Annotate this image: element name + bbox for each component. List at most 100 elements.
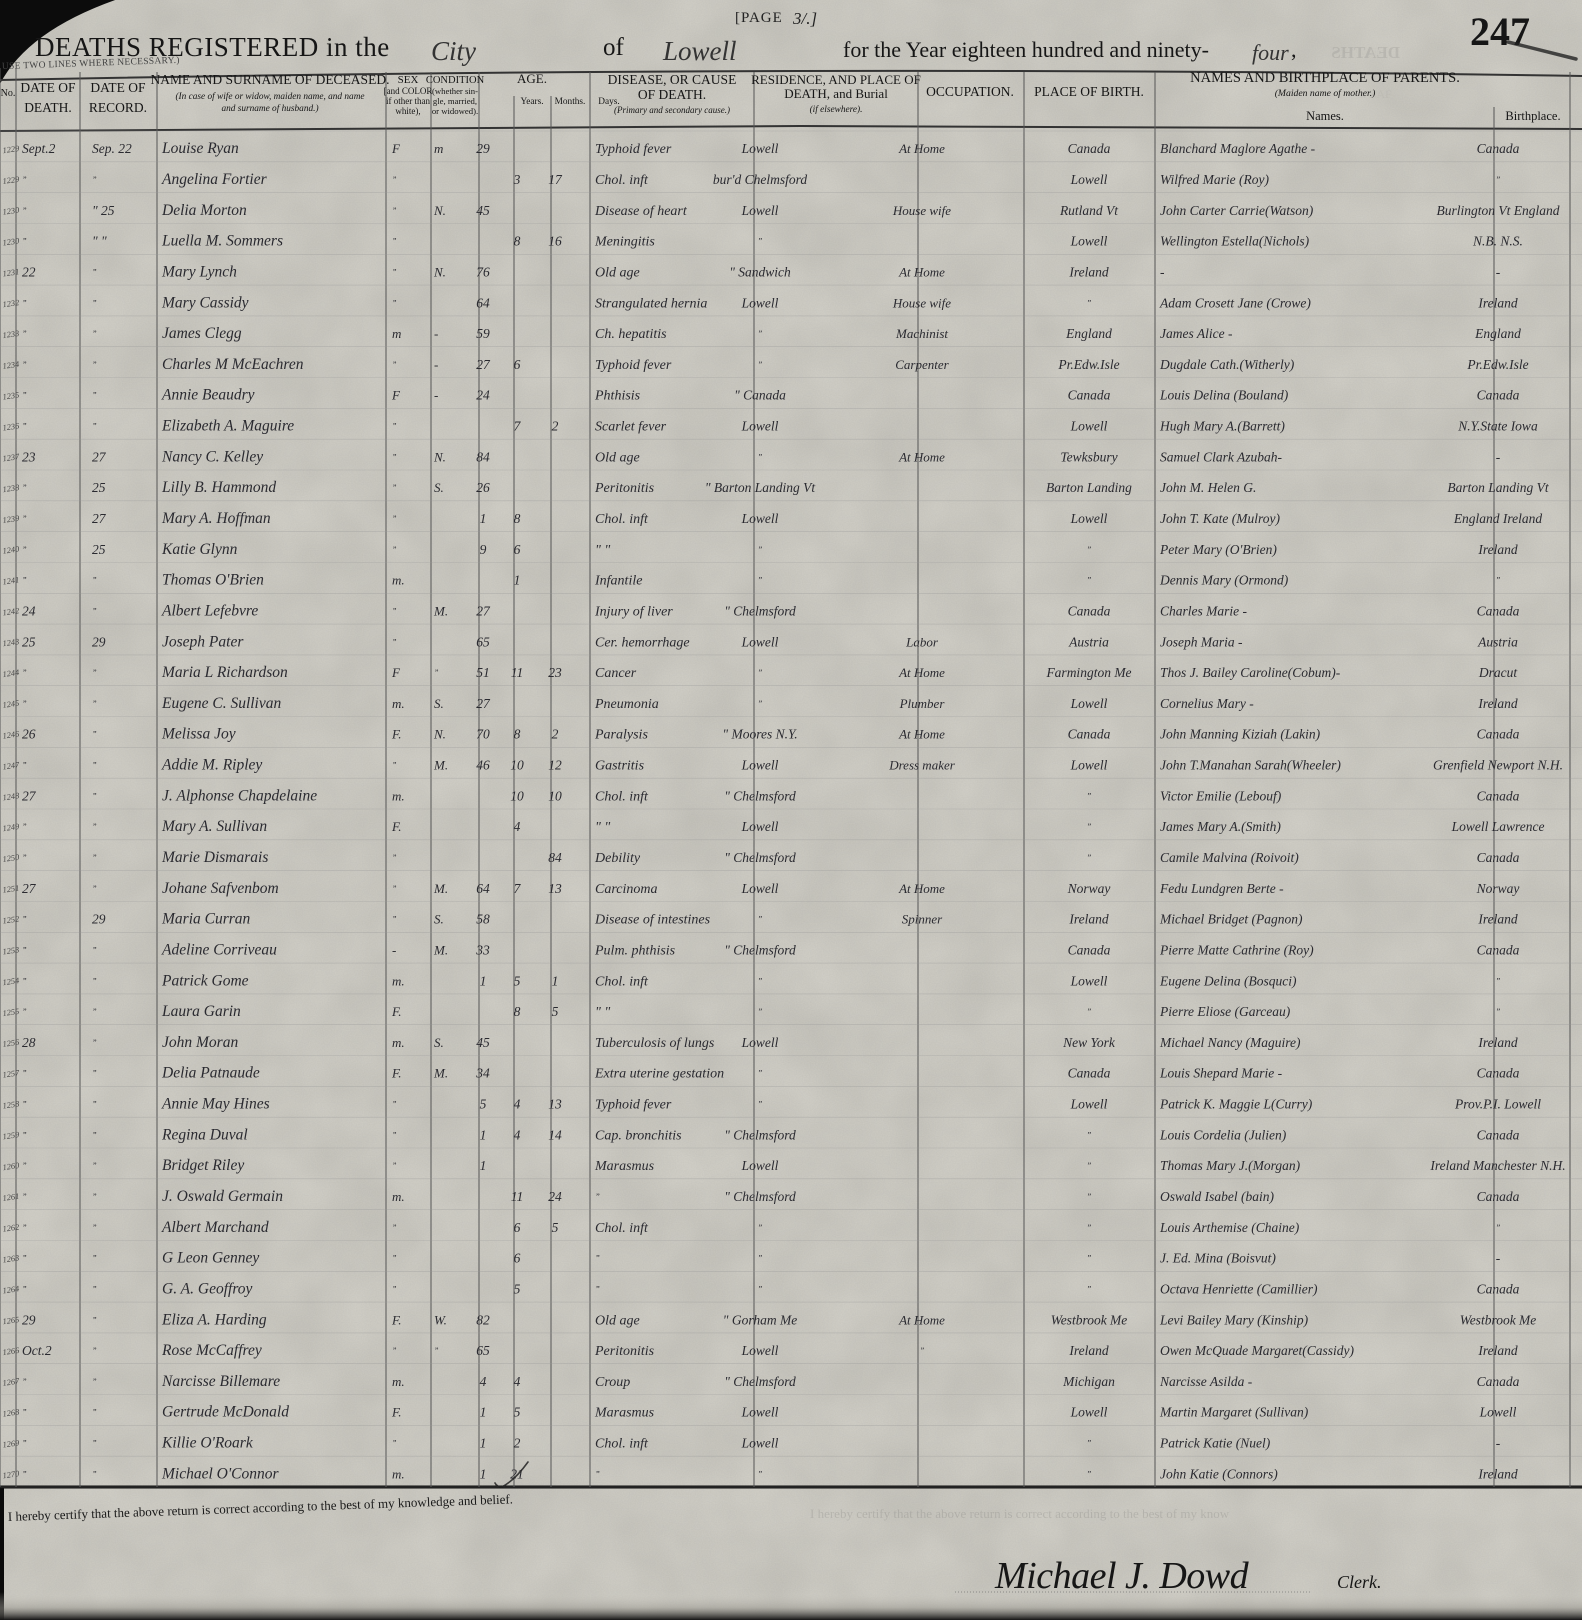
svg-text:House wife: House wife [892, 295, 951, 310]
svg-text:F.: F. [391, 727, 402, 742]
svg-text:”: ” [92, 730, 97, 739]
svg-text:Bridget Riley: Bridget Riley [162, 1157, 244, 1174]
svg-text:Tuberculosis of lungs: Tuberculosis of lungs [595, 1036, 715, 1051]
svg-text:Levi Bailey Mary (Kinship): Levi Bailey Mary (Kinship) [1159, 1312, 1309, 1327]
svg-text:Chol. inft: Chol. inft [595, 974, 649, 989]
svg-text:”: ” [22, 1408, 27, 1417]
svg-text:”: ” [392, 360, 397, 369]
svg-text:" ": " " [595, 820, 610, 835]
svg-text:-: - [1496, 449, 1501, 464]
svg-text:m.: m. [392, 696, 405, 711]
svg-text:Norway: Norway [1067, 881, 1111, 896]
svg-text:27: 27 [92, 449, 107, 464]
svg-text:10: 10 [548, 788, 562, 803]
svg-text:Patrick Gome: Patrick Gome [161, 972, 249, 989]
svg-text:F.: F. [391, 1312, 402, 1327]
svg-text:Lowell: Lowell [741, 819, 779, 834]
svg-text:”: ” [758, 668, 763, 677]
svg-text:Ireland: Ireland [1477, 912, 1517, 927]
svg-text:Marasmus: Marasmus [594, 1159, 655, 1174]
svg-text:m: m [434, 141, 443, 156]
svg-text:”: ” [1087, 1285, 1092, 1294]
svg-text:F: F [391, 388, 401, 403]
svg-text:Ireland Manchester N.H.: Ireland Manchester N.H. [1429, 1158, 1565, 1173]
svg-text:51: 51 [476, 665, 490, 680]
svg-text:-: - [434, 326, 438, 341]
svg-text:”: ” [92, 175, 97, 184]
svg-text:Lowell: Lowell [741, 295, 779, 310]
svg-text:M.: M. [433, 758, 448, 773]
svg-text:" ": " " [595, 1005, 610, 1020]
svg-text:”: ” [758, 1285, 763, 1294]
svg-text:Tewksbury: Tewksbury [1060, 449, 1117, 464]
svg-text:”: ” [92, 268, 97, 277]
svg-text:Rose McCaffrey: Rose McCaffrey [161, 1342, 262, 1359]
svg-text:14: 14 [548, 1127, 562, 1142]
svg-text:27: 27 [476, 696, 491, 711]
svg-text:Ireland: Ireland [1068, 1343, 1108, 1358]
svg-text:Typhoid fever: Typhoid fever [595, 1098, 672, 1113]
svg-text:29: 29 [22, 1312, 36, 1327]
svg-text:Extra uterine gestation: Extra uterine gestation [594, 1067, 724, 1082]
svg-text:Nancy C. Kelley: Nancy C. Kelley [161, 448, 263, 465]
svg-text:”: ” [22, 976, 27, 985]
svg-text:Luella M. Sommers: Luella M. Sommers [161, 233, 283, 250]
svg-text:”: ” [22, 237, 27, 246]
svg-text:England: England [1474, 326, 1521, 341]
svg-text:" Moores N.Y.: " Moores N.Y. [722, 727, 797, 742]
svg-text:Albert Marchand: Albert Marchand [161, 1219, 269, 1236]
svg-text:Michael Bridget (Pagnon): Michael Bridget (Pagnon) [1159, 912, 1303, 927]
svg-text:New York: New York [1062, 1035, 1116, 1050]
svg-text:Pneumonia: Pneumonia [594, 697, 659, 712]
svg-text:”: ” [392, 452, 397, 461]
svg-text:26: 26 [22, 727, 36, 742]
svg-text:82: 82 [476, 1312, 490, 1327]
svg-text:29: 29 [476, 141, 490, 156]
svg-text:16: 16 [548, 234, 562, 249]
svg-text:Thomas Mary J.(Morgan): Thomas Mary J.(Morgan) [1160, 1158, 1301, 1173]
svg-text:Canada: Canada [1068, 943, 1111, 958]
svg-text:" 25: " 25 [92, 203, 115, 218]
svg-text:23: 23 [548, 665, 562, 680]
svg-text:Adam Crosett Jane (Crowe): Adam Crosett Jane (Crowe) [1159, 295, 1311, 310]
svg-text:”: ” [1087, 1469, 1092, 1478]
svg-text:M.: M. [433, 1066, 448, 1081]
svg-text:Fedu Lundgren Berte -: Fedu Lundgren Berte - [1159, 881, 1284, 896]
svg-text:DEATH, and Burial: DEATH, and Burial [784, 86, 888, 101]
svg-text:”: ” [1496, 175, 1501, 184]
svg-text:”: ” [392, 1130, 397, 1139]
svg-text:Blanchard Maglore Agathe -: Blanchard Maglore Agathe - [1160, 141, 1316, 156]
svg-text:Chol. inft: Chol. inft [595, 173, 649, 188]
svg-text:Lowell: Lowell [741, 1436, 779, 1451]
svg-text:Lowell: Lowell [741, 1158, 779, 1173]
svg-text:Paralysis: Paralysis [594, 728, 648, 743]
svg-text:33: 33 [475, 943, 490, 958]
svg-text:8: 8 [514, 1004, 521, 1019]
svg-text:”: ” [22, 298, 27, 307]
svg-text:Farmington Me: Farmington Me [1045, 665, 1131, 680]
svg-text:m: m [392, 326, 401, 341]
svg-text:Louise Ryan: Louise Ryan [161, 140, 239, 157]
svg-text:N.Y.State Iowa: N.Y.State Iowa [1457, 419, 1538, 434]
svg-text:I hereby certify that the abov: I hereby certify that the above return i… [810, 1506, 1230, 1521]
svg-text:Gastritis: Gastritis [595, 759, 645, 774]
svg-text:”: ” [392, 1285, 397, 1294]
svg-text:Lilly B. Hammond: Lilly B. Hammond [161, 479, 276, 496]
svg-text:”: ” [758, 915, 763, 924]
svg-text:[PAGE: [PAGE [735, 10, 783, 26]
svg-text:Louis Cordelia (Julien): Louis Cordelia (Julien) [1159, 1127, 1287, 1142]
svg-text:Dennis Mary (Ormond): Dennis Mary (Ormond) [1159, 573, 1289, 588]
svg-text:Lowell: Lowell [741, 1343, 779, 1358]
svg-text:”: ” [22, 1161, 27, 1170]
svg-text:-: - [1160, 265, 1165, 280]
svg-text:Owen McQuade Margaret(Cassidy): Owen McQuade Margaret(Cassidy) [1160, 1343, 1354, 1358]
svg-text:At Home: At Home [898, 141, 945, 156]
svg-text:”: ” [92, 1408, 97, 1417]
svg-text:At Home: At Home [898, 881, 945, 896]
svg-text:45: 45 [476, 203, 490, 218]
svg-text:”: ” [1496, 1007, 1501, 1016]
svg-text:1: 1 [514, 573, 521, 588]
svg-text:Octava Henriette (Camillier): Octava Henriette (Camillier) [1160, 1282, 1318, 1297]
svg-text:F: F [391, 141, 401, 156]
svg-text:Cap. bronchitis: Cap. bronchitis [595, 1128, 682, 1143]
